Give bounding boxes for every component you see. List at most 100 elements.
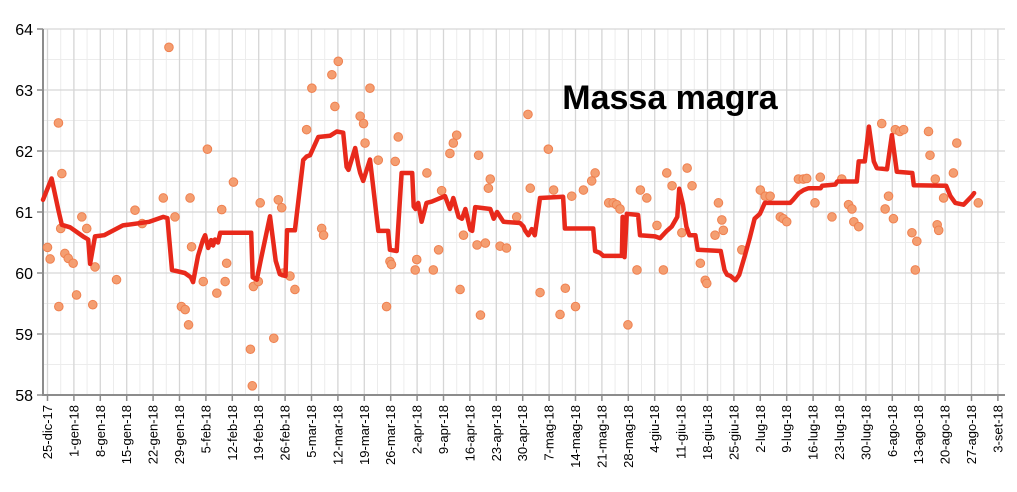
scatter-point [358, 118, 369, 129]
scatter-point [54, 301, 64, 312]
scatter-point [701, 278, 712, 289]
scatter-point [77, 212, 87, 222]
scatter-point [923, 126, 934, 137]
x-axis-label: 28-mag-18 [621, 405, 636, 468]
axes [37, 28, 1005, 401]
scatter-point [933, 225, 944, 236]
scatter-point [448, 138, 459, 148]
x-axis-label: 18-giu-18 [700, 405, 715, 460]
y-axis-label: 59 [15, 327, 33, 344]
scatter-point [247, 381, 258, 391]
scatter-point [677, 227, 687, 238]
scatter-point [202, 144, 213, 154]
scatter-point [170, 212, 180, 222]
x-axis-label: 26-mar-18 [383, 405, 398, 465]
scatter-point [307, 83, 317, 93]
x-axis-label: 12-feb-18 [225, 405, 240, 461]
scatter-point [815, 172, 826, 183]
scatter-point [390, 156, 401, 167]
scatter-point [164, 42, 174, 53]
scatter-point [87, 299, 98, 310]
scatter-point [185, 193, 195, 203]
scatter-point [810, 198, 820, 208]
x-axis-label: 3-set-18 [990, 405, 1005, 453]
scatter-point [801, 173, 812, 184]
x-axis-label: 19-mar-18 [357, 405, 372, 465]
scatter-point [365, 83, 375, 93]
scatter-point [180, 304, 190, 315]
x-axis-label: 2-lug-18 [753, 405, 768, 453]
scatter-point [428, 265, 439, 275]
scatter-point [667, 180, 677, 191]
x-axis-label: 2-apr-18 [410, 405, 425, 454]
x-tick-labels: 25-dic-17 1-gen-18 8-gen-18 15-gen-18 22-gen… [40, 405, 1005, 468]
scatter-point [632, 265, 642, 275]
scatter-point [183, 320, 194, 330]
scatter-point [130, 205, 140, 215]
scatter-point [71, 290, 82, 300]
x-axis-label: 16-lug-18 [806, 405, 821, 460]
scatter-point [827, 212, 837, 222]
y-axis-label: 58 [15, 388, 33, 405]
scatter-point [710, 230, 720, 240]
scatter-point [57, 168, 67, 179]
scatter-point [555, 309, 565, 320]
scatter-point [652, 220, 662, 231]
scatter-point [687, 180, 697, 191]
y-axis-label: 62 [15, 144, 33, 161]
grid-major [43, 28, 1005, 396]
scatter-point [930, 174, 941, 184]
x-axis-label: 14-mag-18 [568, 405, 583, 468]
scatter-point [713, 198, 724, 208]
x-axis-label: 8-gen-18 [93, 405, 108, 457]
scatter-point [480, 238, 491, 248]
scatter-point [228, 177, 239, 187]
scatter-point [68, 258, 78, 269]
scatter-point [422, 168, 432, 178]
scatter-point [883, 191, 894, 201]
scatter-point [781, 216, 792, 227]
x-axis-label: 9-apr-18 [436, 405, 451, 454]
scatter-point [330, 101, 340, 112]
scatter-point [523, 109, 533, 120]
scatter-point [570, 301, 581, 312]
trend-line [40, 124, 977, 285]
scatter-point [53, 118, 64, 128]
scatter-point [876, 118, 887, 129]
x-axis-label: 26-feb-18 [278, 405, 293, 461]
scatter-point [81, 223, 92, 234]
y-tick-labels: 58 59 60 61 62 63 64 [15, 22, 33, 405]
scatter-point [907, 227, 917, 238]
scatter-point [221, 258, 232, 269]
x-axis-label: 5-mar-18 [304, 405, 319, 458]
scatter-point [45, 254, 55, 264]
scatter-point [475, 310, 486, 320]
scatter-point [560, 283, 571, 294]
scatter-point [111, 274, 122, 285]
scatter-point [586, 176, 597, 186]
scatter-point [682, 163, 692, 173]
x-axis-label: 9-lug-18 [779, 405, 794, 453]
x-axis-label: 11-giu-18 [674, 405, 689, 459]
x-axis-label: 29-gen-18 [172, 405, 187, 464]
scatter-point [525, 183, 536, 194]
scatter-point [386, 259, 397, 270]
scatter-point [158, 193, 169, 203]
scatter-point [373, 155, 384, 165]
scatter-point [411, 254, 422, 265]
scatter-point [948, 168, 959, 178]
scatter-point [485, 174, 496, 184]
scatter-point [245, 344, 256, 355]
x-axis-label: 7-mag-18 [542, 405, 557, 461]
scatter-point [333, 56, 344, 67]
x-axis-label: 21-mag-18 [594, 405, 609, 468]
scatter-point [658, 265, 669, 275]
x-axis-label: 5-feb-18 [198, 405, 213, 453]
scatter-point [765, 191, 775, 201]
scatter-point [501, 243, 512, 253]
x-axis-label: 30-lug-18 [858, 405, 873, 460]
x-axis-label: 23-apr-18 [489, 405, 504, 461]
scatter-point [898, 124, 909, 135]
scatter-point [273, 195, 284, 205]
